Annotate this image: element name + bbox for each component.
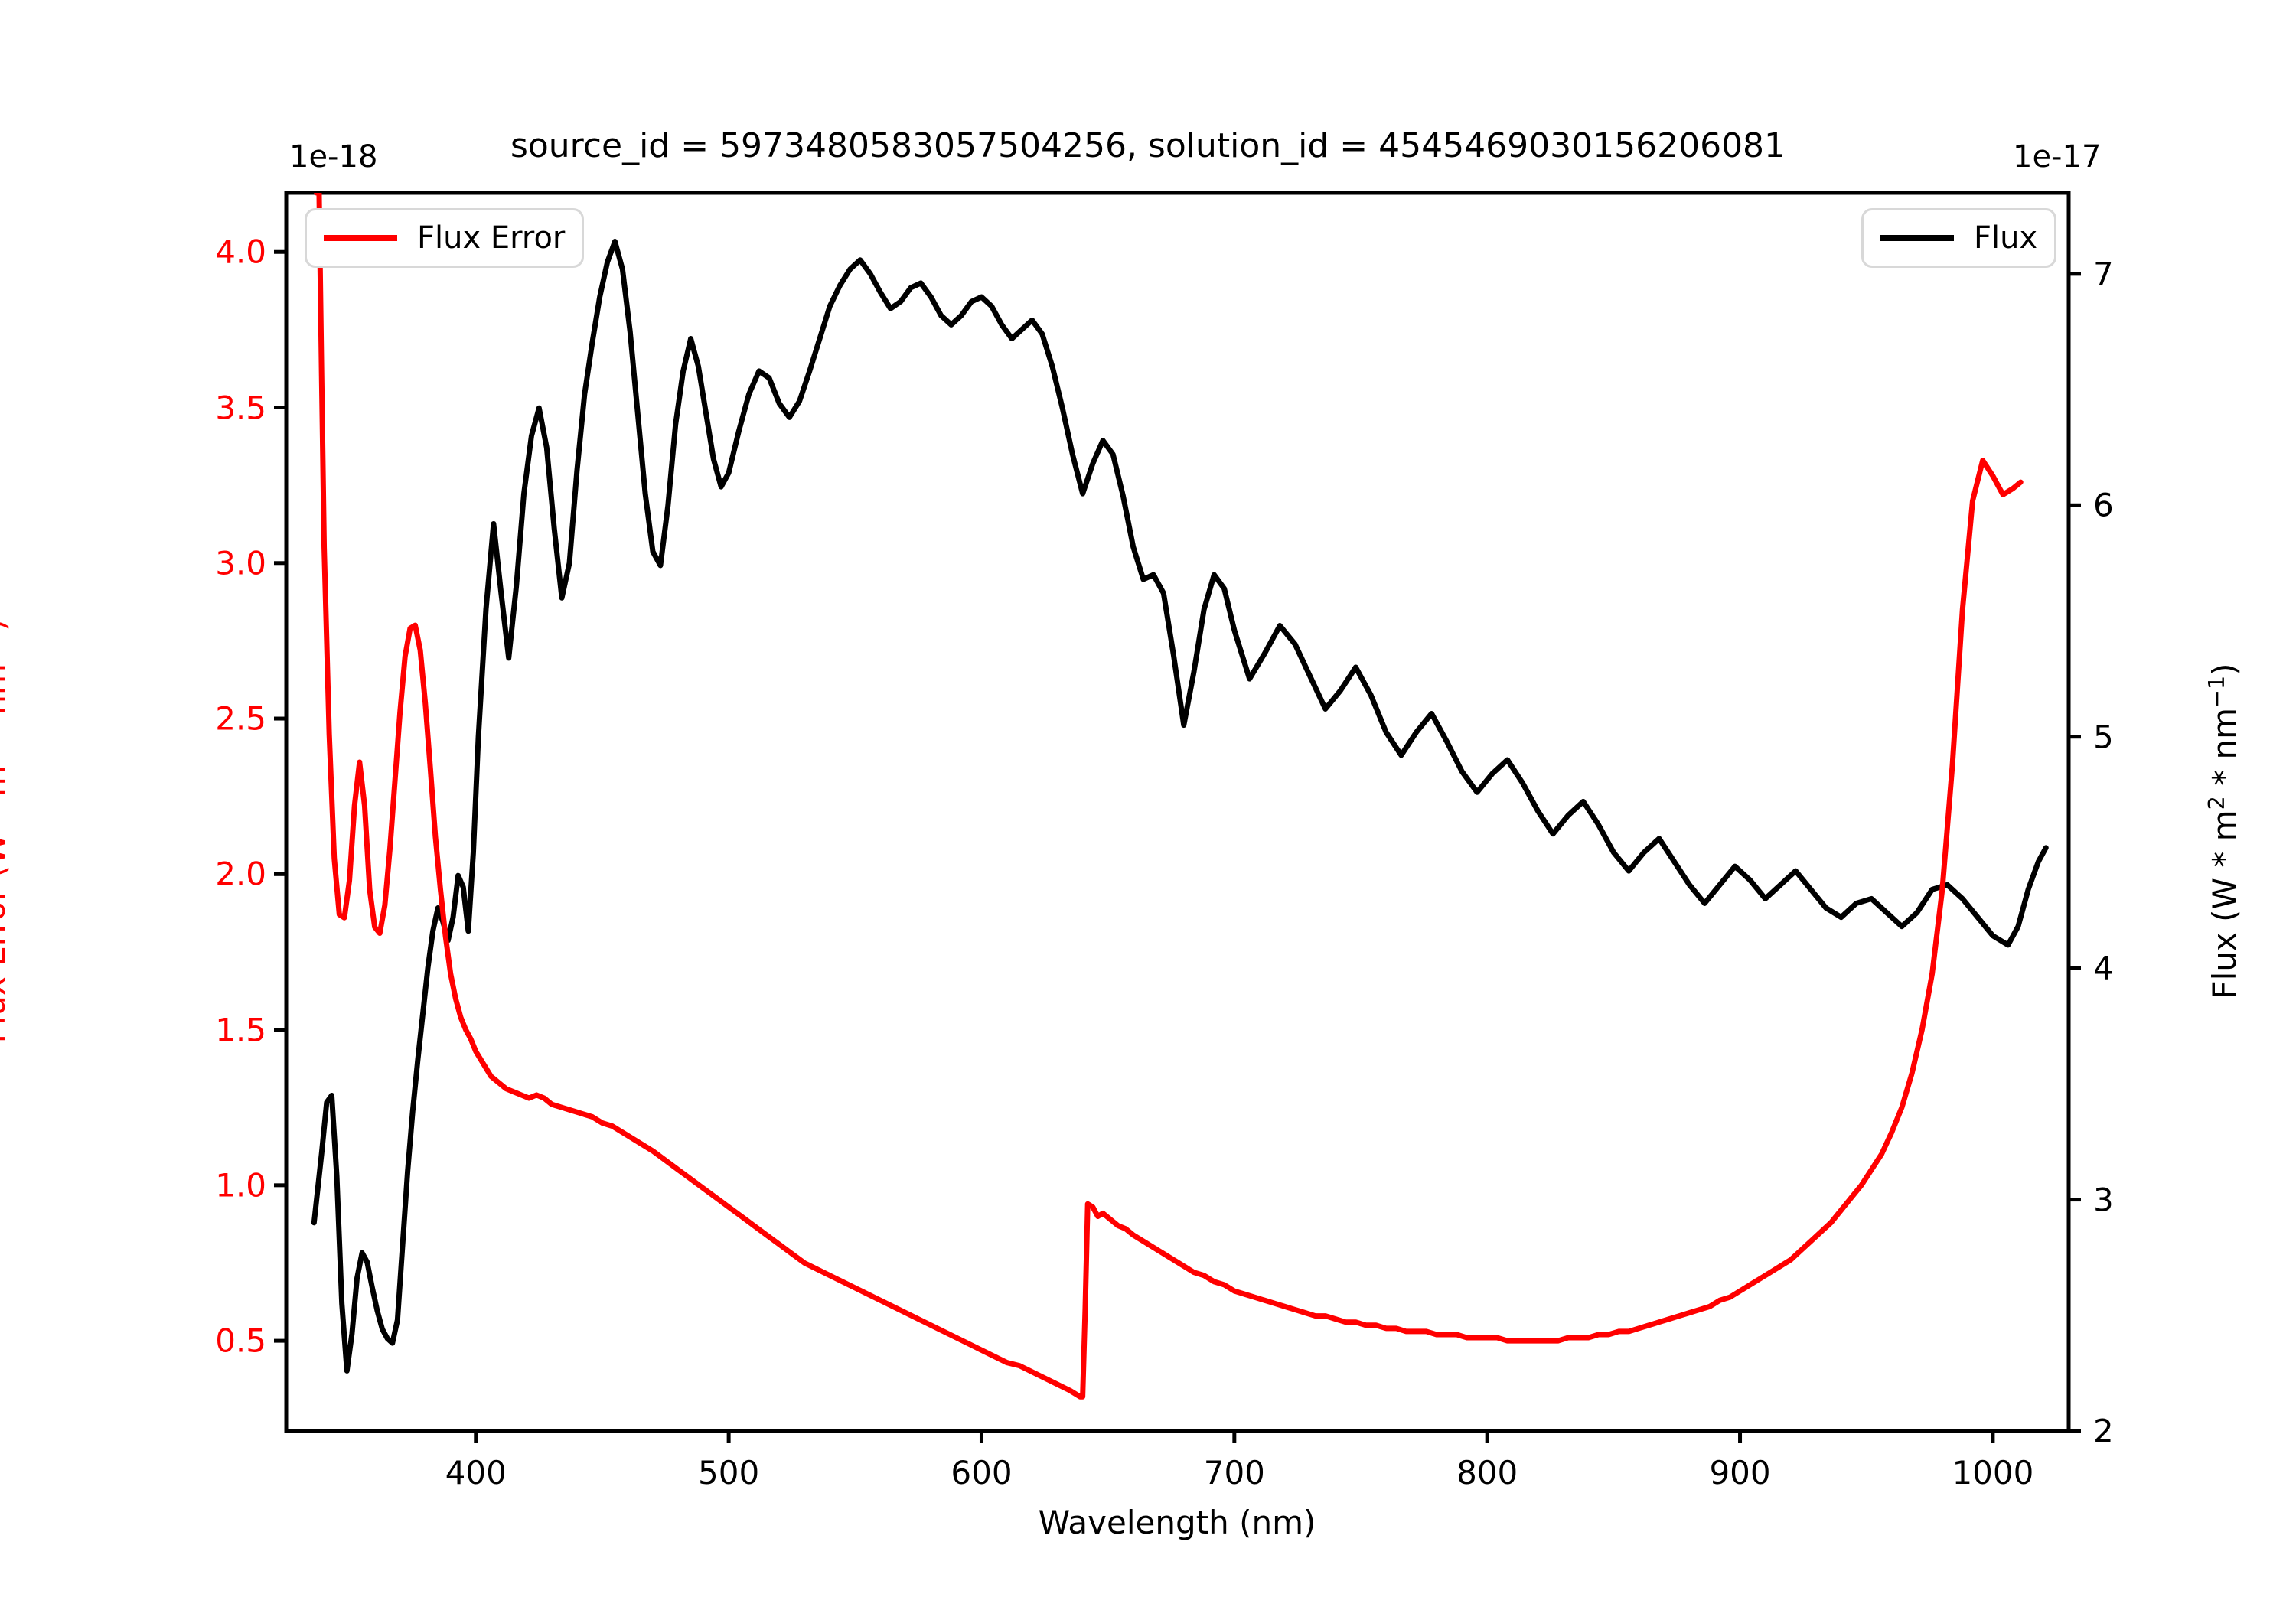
left-y-tick-label: 2.0 [215,855,266,893]
right-axis-offset-text: 1e-17 [2013,139,2102,174]
legend-flux[interactable]: Flux [1861,208,2057,268]
left-y-tick-label: 2.5 [215,699,266,738]
x-tick-label: 600 [951,1454,1013,1491]
left-y-axis-label: Flux Error (W * m2 * nm−1) [0,619,12,1044]
left-y-tick-label: 1.0 [215,1166,266,1204]
legend-flux-line-swatch [1880,235,1954,241]
page-title: source_id = 5973480583057504256, solutio… [510,126,1786,165]
left-y-tick-label: 0.5 [215,1322,266,1360]
legend-flux-error[interactable]: Flux Error [305,208,585,268]
left-y-tick-label: 3.5 [215,389,266,426]
right-y-tick-label: 2 [2093,1412,2114,1450]
legend-flux-error-line-swatch [324,235,397,241]
x-tick-label: 1000 [1952,1454,2034,1491]
left-y-tick-label: 3.0 [215,544,266,582]
left-axis-offset-text: 1e-18 [289,139,378,174]
series-line-flux [311,239,2049,1374]
right-y-tick-label: 7 [2093,255,2114,293]
right-y-tick-label: 6 [2093,486,2114,524]
series-line-flux-error [314,193,2024,1400]
right-y-axis-label: Flux (W * m2 * nm−1) [2203,663,2243,999]
right-y-tick-label: 5 [2093,718,2114,756]
x-tick-label: 900 [1709,1454,1771,1491]
x-axis-label: Wavelength (nm) [1038,1504,1316,1541]
x-tick-label: 700 [1203,1454,1265,1491]
left-y-tick-label: 4.0 [215,233,266,271]
legend-flux-label: Flux [1974,220,2038,256]
x-tick-label: 500 [698,1454,760,1491]
x-tick-label: 800 [1456,1454,1518,1491]
legend-flux-error-label: Flux Error [417,220,566,256]
left-y-tick-label: 1.5 [215,1011,266,1049]
x-tick-label: 400 [445,1454,507,1491]
right-y-tick-label: 3 [2093,1181,2114,1219]
right-y-tick-label: 4 [2093,949,2114,987]
